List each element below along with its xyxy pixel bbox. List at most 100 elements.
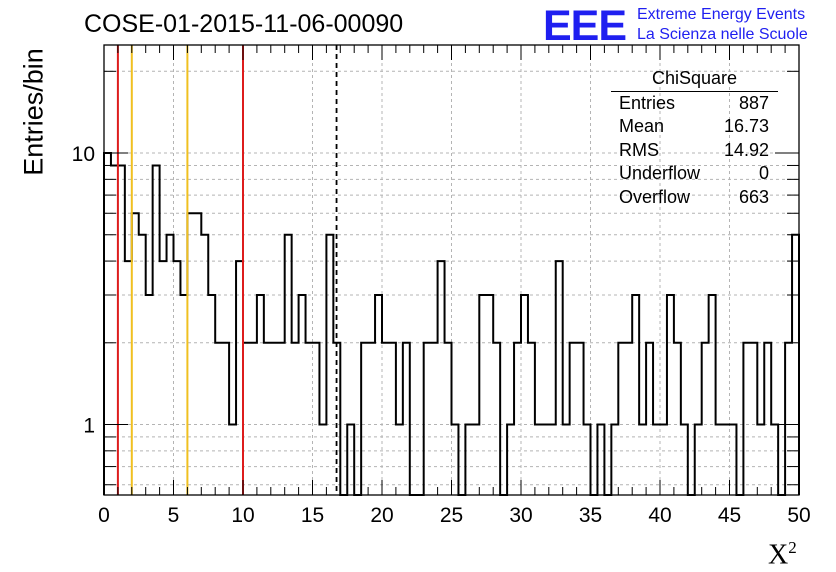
histogram-bin <box>250 343 257 495</box>
histogram-bin <box>292 343 299 495</box>
histogram-bin <box>187 213 194 495</box>
logo-line-1: Extreme Energy Events <box>637 6 806 23</box>
x-tick-label: 0 <box>98 504 110 527</box>
axis-ticks: 0 5 10 15 20 25 30 35 40 45 50 1 10 <box>72 45 811 527</box>
histogram-bin <box>764 343 771 495</box>
histogram-bin <box>570 343 577 495</box>
histogram-bin <box>243 343 250 495</box>
stats-row: RMS 14.92 <box>611 139 778 162</box>
histogram-bin <box>438 261 445 495</box>
histogram-bin <box>278 343 285 495</box>
x-axis-label-base: X <box>768 539 789 571</box>
histogram-bin <box>264 343 271 495</box>
marker-lines <box>116 45 338 495</box>
histogram-bin <box>389 343 396 495</box>
histogram-bin <box>577 343 584 495</box>
histogram-bin <box>194 213 201 495</box>
histogram-bin <box>625 343 632 495</box>
histogram-bin <box>750 343 757 495</box>
histogram-bin <box>424 343 431 495</box>
histogram-bin <box>160 261 167 495</box>
stats-label: Mean <box>619 116 665 137</box>
stats-value: 14.92 <box>723 139 769 160</box>
stats-label: Entries <box>619 93 676 113</box>
histogram-bin <box>132 213 139 495</box>
histogram-bin <box>445 343 452 495</box>
stats-box: ChiSquare Entries 887 Mean 16.73 RMS 14.92 … <box>611 68 778 209</box>
stats-row: Entries 887 <box>611 92 778 115</box>
x-tick-label: 50 <box>787 504 810 527</box>
histogram-bin <box>667 295 674 495</box>
stats-value: 0 <box>758 163 769 184</box>
histogram-bin <box>111 165 118 495</box>
histogram-bin <box>299 295 306 495</box>
histogram-bin <box>632 295 639 495</box>
histogram-bin <box>180 295 187 495</box>
histogram-bin <box>702 343 709 495</box>
x-axis-label-superscript: 2 <box>788 538 797 557</box>
histogram-bin <box>201 235 208 495</box>
histogram-bin <box>556 261 563 495</box>
eee-logo: EEE <box>543 2 627 50</box>
stats-label: Overflow <box>619 186 691 207</box>
x-tick-label: 35 <box>579 504 602 527</box>
histogram-bin <box>257 295 264 495</box>
histogram-bin <box>313 343 320 495</box>
y-axis-label: Entries/bin <box>18 48 49 176</box>
stats-label: RMS <box>619 139 659 160</box>
histogram-bin <box>528 343 535 495</box>
histogram-bin <box>709 295 716 495</box>
histogram-bin <box>236 261 243 495</box>
stats-row: Overflow 663 <box>611 186 778 209</box>
x-tick-label: 30 <box>509 504 532 527</box>
stats-label: Underflow <box>619 163 701 184</box>
histogram-bin <box>375 295 382 495</box>
histogram-bin <box>125 261 132 495</box>
histogram-bin <box>674 343 681 495</box>
histogram-bin <box>285 235 292 495</box>
histogram-bin <box>646 343 653 495</box>
histogram-bin <box>139 235 146 495</box>
histogram-bin <box>306 343 313 495</box>
stats-box-name: ChiSquare <box>651 68 738 88</box>
x-tick-label: 25 <box>440 504 463 527</box>
x-tick-label: 20 <box>370 504 393 527</box>
histogram-bin <box>785 343 792 495</box>
histogram-bin <box>618 343 625 495</box>
histogram-bars <box>103 152 800 496</box>
logo-line-2: La Scienza nelle Scuole <box>637 26 808 43</box>
histogram-bin <box>486 295 493 495</box>
x-tick-label: 40 <box>648 504 671 527</box>
histogram-bin <box>174 261 181 495</box>
histogram-bin <box>403 343 410 495</box>
histogram-bin <box>118 165 125 495</box>
histogram-bin <box>743 343 750 495</box>
x-tick-label: 15 <box>301 504 324 527</box>
histogram-bin <box>167 235 174 495</box>
y-tick-label: 1 <box>83 415 95 438</box>
histogram-step-line <box>103 152 800 496</box>
stats-value: 887 <box>738 93 769 113</box>
histogram-bin <box>431 343 438 495</box>
histogram-bin <box>104 153 111 495</box>
histogram-bin <box>208 295 215 495</box>
histogram-bin <box>326 235 333 495</box>
histogram-bin <box>521 295 528 495</box>
histogram-bin <box>792 235 799 495</box>
x-axis-label: X2 <box>768 538 797 571</box>
grid-lines <box>104 45 799 495</box>
histogram-bin <box>153 165 160 495</box>
histogram-bin <box>368 343 375 495</box>
stats-value: 663 <box>738 186 769 207</box>
stats-value: 16.73 <box>723 116 769 137</box>
histogram-bin <box>215 343 222 495</box>
histogram-bin <box>479 295 486 495</box>
stats-row: Mean 16.73 <box>611 115 778 138</box>
histogram-bin <box>361 343 368 495</box>
histogram-bin <box>146 295 153 495</box>
histogram-bin <box>382 343 389 495</box>
histogram-bin <box>514 343 521 495</box>
x-tick-label: 5 <box>168 504 180 527</box>
x-tick-label: 45 <box>718 504 741 527</box>
